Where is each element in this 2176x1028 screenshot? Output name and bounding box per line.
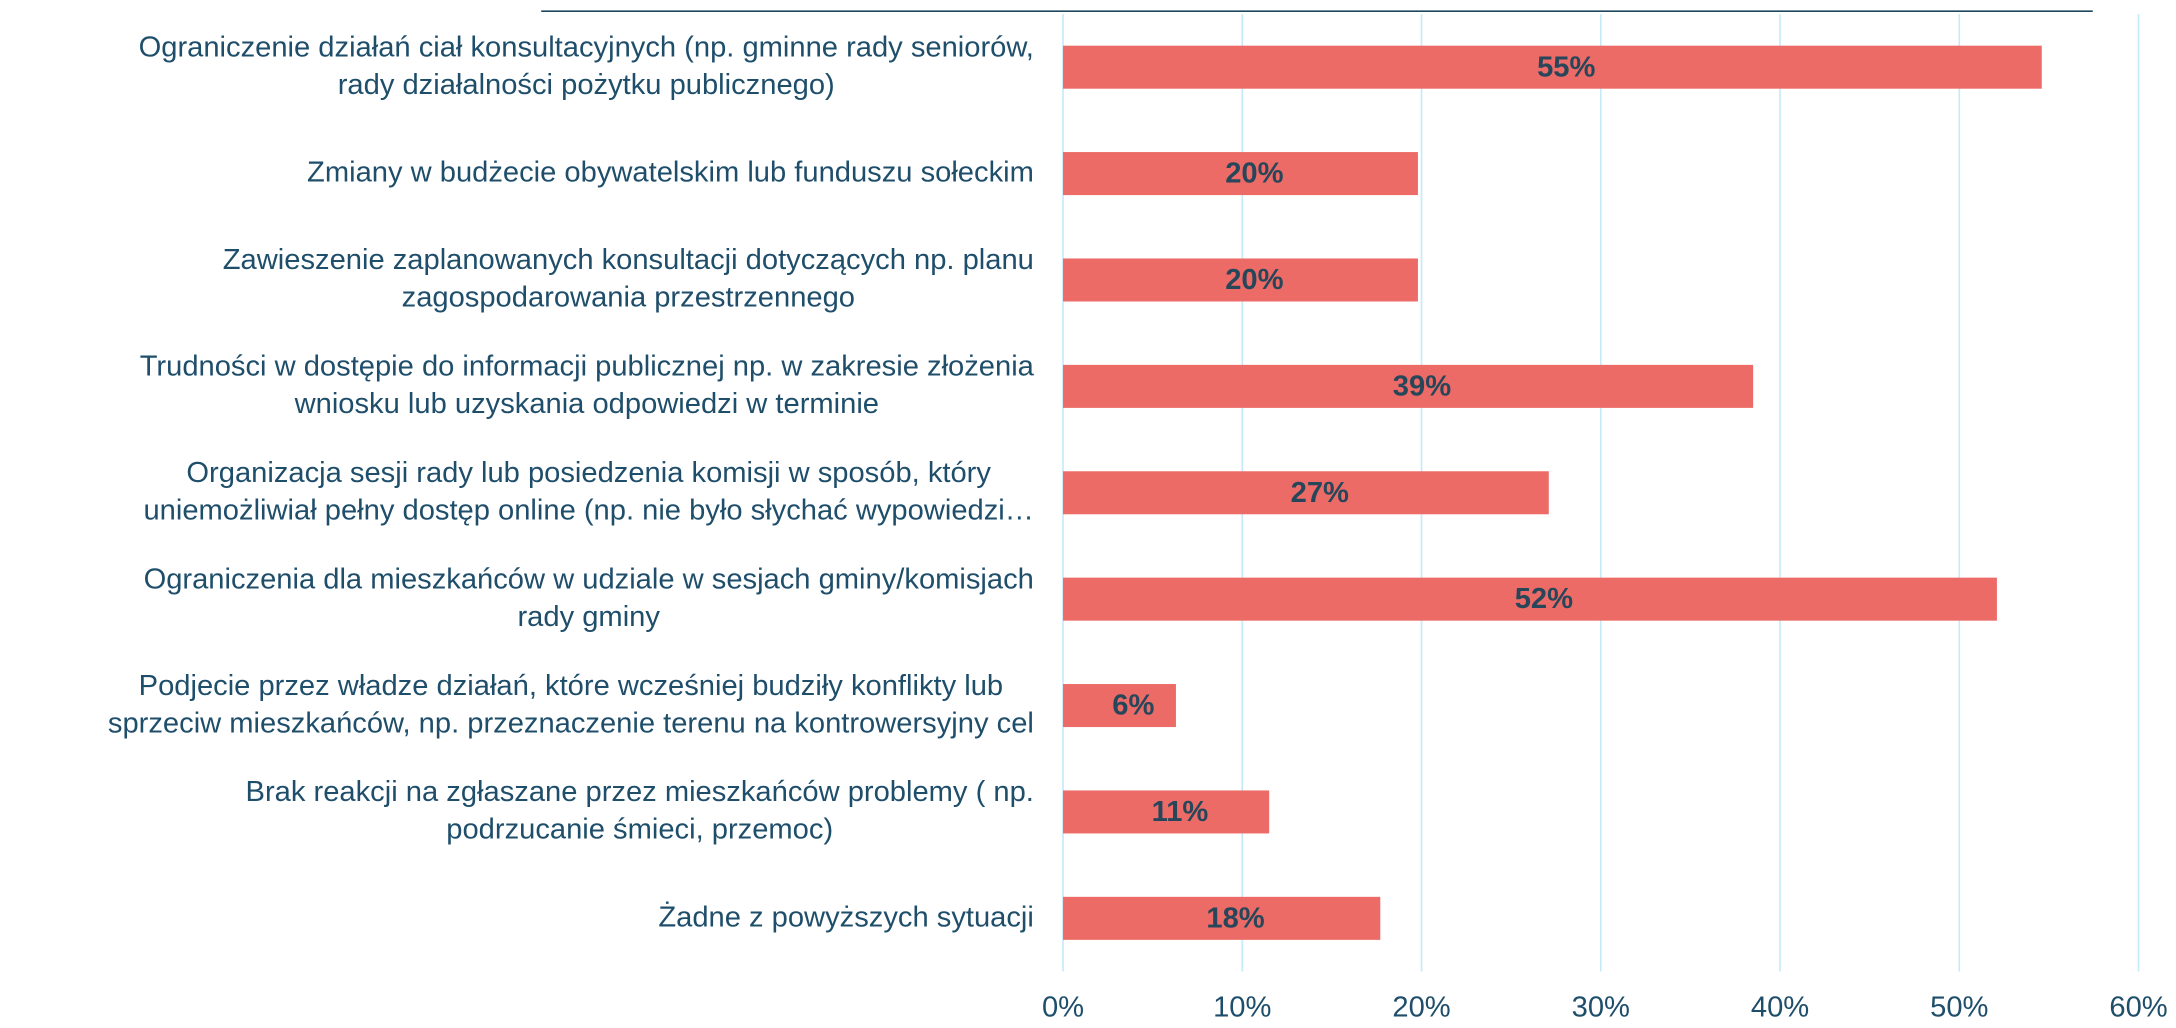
x-tick-label: 30% [1572,992,1630,1023]
bar [1063,471,1549,515]
category-label: Ograniczenia dla mieszkańców w udziale w… [144,563,1034,632]
category-line: zagospodarowania przestrzennego [402,281,855,313]
x-tick-label: 20% [1392,992,1450,1023]
bar [1063,790,1270,834]
x-tick-label: 40% [1751,992,1809,1023]
category-line: wniosku lub uzyskania odpowiedzi w termi… [294,388,879,420]
value-label: 18% [1206,902,1264,934]
x-tick-label: 50% [1930,992,1988,1023]
category-line: Zmiany w budżecie obywatelskim lub fundu… [307,156,1034,188]
category-line: rady gminy [517,601,660,633]
value-label: 52% [1515,583,1573,615]
bar [1063,896,1381,940]
category-label: Ograniczenie działań ciał konsultacyjnyc… [139,31,1034,100]
bar [1063,577,1997,621]
bar [1063,152,1418,196]
category-line: podrzucanie śmieci, przemoc) [446,813,833,845]
category-label: Zawieszenie zaplanowanych konsultacji do… [223,244,1034,313]
category-line: Zawieszenie zaplanowanych konsultacji do… [223,244,1034,276]
value-label: 27% [1291,477,1349,509]
category-label: Żadne z powyższych sytuacji [658,900,1034,933]
category-label: Podjecie przez władze działań, które wcz… [108,670,1034,739]
category-line: Ograniczenie działań ciał konsultacyjnyc… [139,31,1034,63]
category-label: Zmiany w budżecie obywatelskim lub fundu… [307,156,1034,188]
category-label: Brak reakcji na zgłaszane przez mieszkań… [246,776,1034,845]
category-line: sprzeciw mieszkańców, np. przeznaczenie … [108,707,1034,739]
category-line: Podjecie przez władze działań, które wcz… [139,670,1003,702]
value-label: 20% [1225,158,1283,190]
category-line: rady działalności pożytku publicznego) [338,69,835,101]
category-line: Trudności w dostępie do informacji publi… [140,350,1035,382]
value-label: 55% [1537,51,1595,83]
category-line: Żadne z powyższych sytuacji [658,900,1034,933]
bar [1063,258,1418,302]
value-label: 20% [1225,264,1283,296]
bar [1063,364,1754,408]
category-line: Brak reakcji na zgłaszane przez mieszkań… [246,776,1034,808]
category-line: Organizacja sesji rady lub posiedzenia k… [186,457,991,489]
value-label: 6% [1112,690,1154,722]
bar [1063,45,2042,89]
x-tick-label: 0% [1042,992,1084,1023]
category-label: Trudności w dostępie do informacji publi… [140,350,1035,419]
bar [1063,684,1176,728]
x-tick-label: 10% [1213,992,1271,1023]
category-line: Ograniczenia dla mieszkańców w udziale w… [144,563,1034,595]
category-label: Organizacja sesji rady lub posiedzenia k… [143,457,1033,526]
value-label: 39% [1393,370,1451,402]
x-tick-label: 60% [2109,992,2167,1023]
value-label: 11% [1152,796,1209,828]
category-line: uniemożliwiał pełny dostęp online (np. n… [143,494,1033,526]
